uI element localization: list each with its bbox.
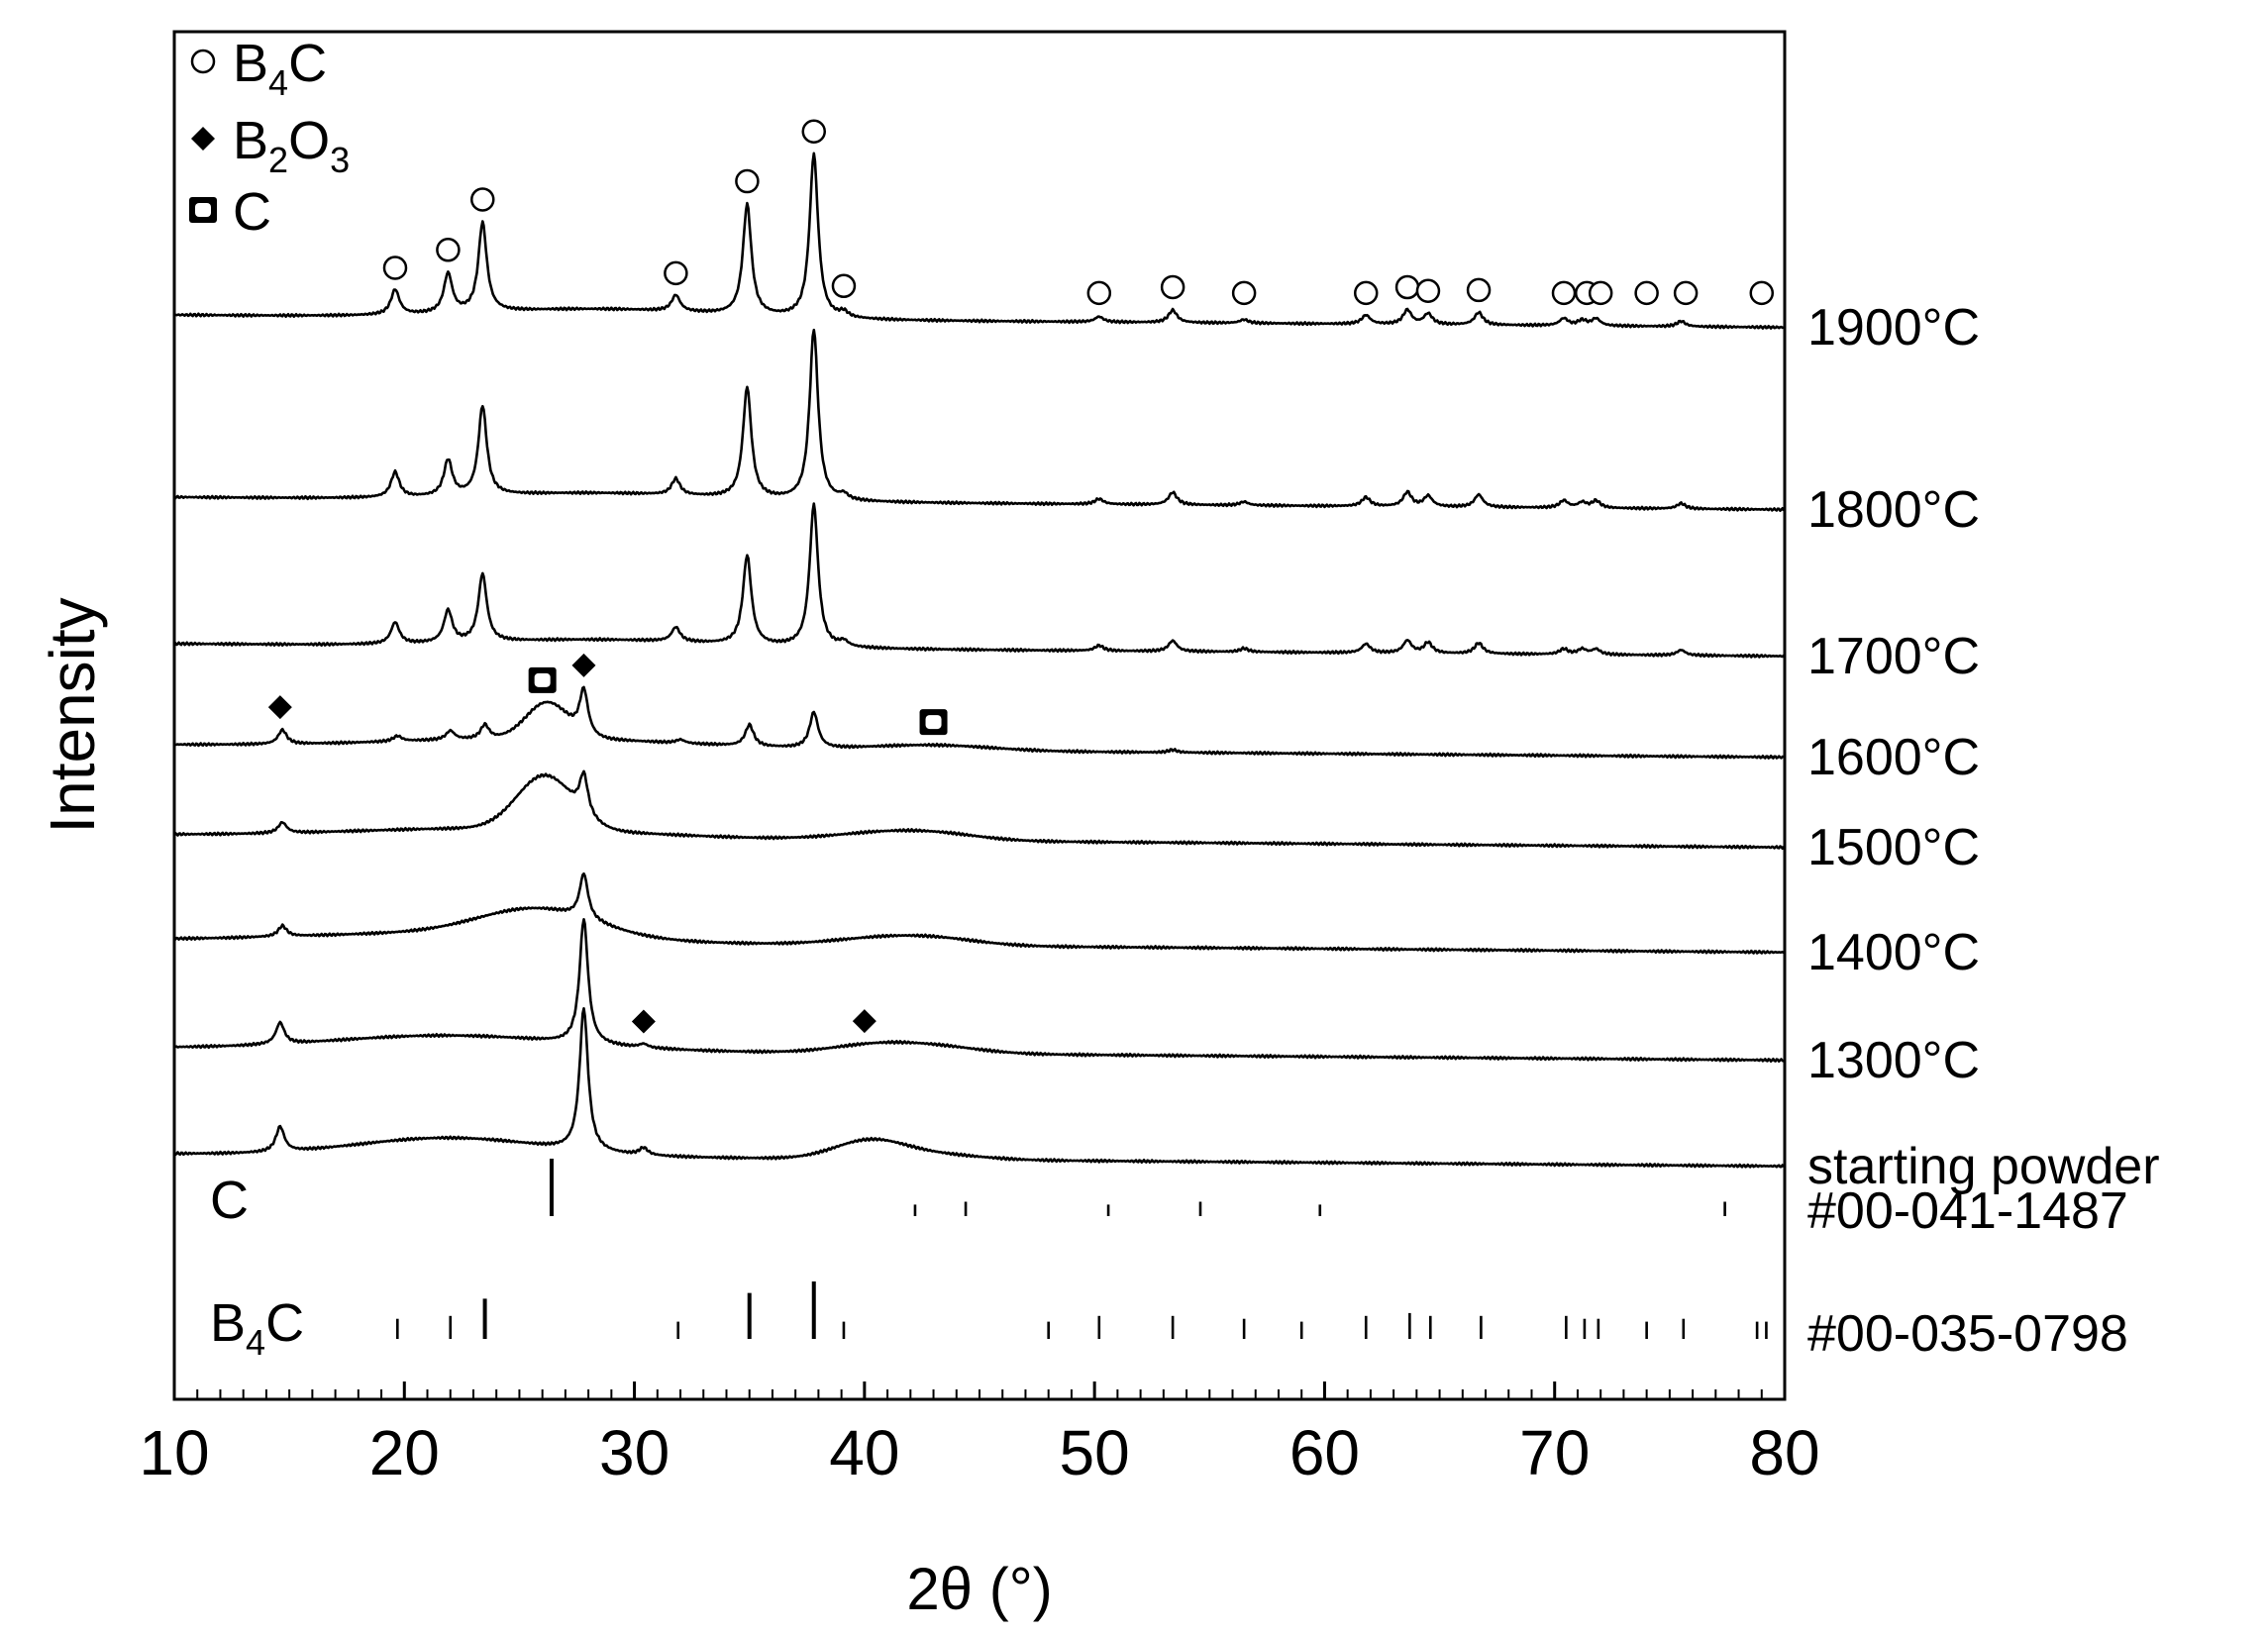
circle-open-marker-8 [1160, 274, 1186, 300]
circle-open-marker-0 [382, 256, 408, 280]
reference-phase-label: C [210, 1171, 249, 1230]
series-label-1600-c: 1600°C [1807, 729, 1980, 786]
circle-open-marker-10 [1353, 280, 1379, 306]
circle-open-marker-18 [1673, 280, 1699, 306]
legend-symbol-0 [190, 49, 216, 74]
circle-open-marker-16 [1588, 280, 1613, 306]
circle-open-marker-19 [1749, 280, 1775, 306]
x-tick-label: 30 [599, 1417, 670, 1488]
marker-layer [267, 119, 1775, 1034]
circle-open-marker-13 [1466, 277, 1492, 303]
circle-open-marker-7 [1086, 280, 1112, 306]
svg-text:C: C [233, 182, 271, 242]
series-line-1400-c [173, 871, 1786, 955]
y-axis-label: Intensity [37, 597, 108, 833]
series-label-1800-c: 1800°C [1807, 481, 1980, 539]
reference-card-label: #00-035-0798 [1807, 1305, 2128, 1363]
series-line-1900-c [173, 152, 1786, 330]
circle-open-marker-1 [436, 238, 461, 262]
reference-00-035-0798: B4C #00-035-0798 [210, 1281, 2128, 1363]
diamond-filled-marker-24 [631, 1009, 656, 1034]
square-open-marker-23 [919, 709, 948, 736]
series-line-starting-powder [172, 1007, 1786, 1169]
x-tick-label: 70 [1519, 1417, 1590, 1488]
series-label-1700-c: 1700°C [1807, 628, 1980, 685]
series-line-1600-c [173, 685, 1786, 760]
x-axis-label: 2θ (°) [906, 1556, 1052, 1622]
x-tick-label: 10 [139, 1417, 209, 1488]
circle-open-marker-9 [1231, 280, 1257, 306]
diamond-filled-marker-22 [571, 653, 596, 677]
svg-text:B2O3: B2O3 [233, 111, 350, 180]
series-line-1700-c [173, 502, 1786, 659]
circle-open-marker-12 [1415, 278, 1441, 304]
reference-00-041-1487: C #00-041-1487 [210, 1159, 2128, 1240]
legend-symbol-2 [189, 197, 217, 223]
series-label-1900-c: 1900°C [1807, 299, 1980, 357]
circle-open-marker-11 [1394, 274, 1420, 300]
circle-open-marker-5 [801, 119, 827, 145]
plot-frame [172, 30, 1787, 1401]
legend-entry-1: B2O3 [191, 111, 350, 180]
series-label-1400-c: 1400°C [1807, 924, 1980, 981]
series-label-1500-c: 1500°C [1807, 819, 1980, 876]
reference-card-label: #00-041-1487 [1807, 1182, 2128, 1240]
svg-text:B4C: B4C [233, 34, 327, 103]
x-tick-label: 60 [1289, 1417, 1360, 1488]
legend-symbol-1 [191, 127, 215, 151]
diamond-filled-marker-25 [852, 1009, 876, 1034]
legend-entry-0: B4C [190, 34, 327, 103]
series-line-1300-c [173, 918, 1787, 1063]
series-label-starting-powder: starting powder [1807, 1138, 2160, 1195]
x-tick-label: 50 [1060, 1417, 1130, 1488]
square-open-marker-21 [528, 666, 557, 693]
circle-open-marker-6 [831, 273, 857, 299]
circle-open-marker-17 [1634, 280, 1659, 306]
circle-open-marker-3 [664, 260, 688, 286]
reference-phase-label: B4C [210, 1293, 304, 1363]
diamond-filled-marker-20 [267, 695, 292, 720]
reference-patterns: C #00-041-1487 B4C #00-035-0798 [210, 1159, 2128, 1363]
legend-entry-2: C [189, 182, 271, 242]
x-tick-label: 80 [1749, 1417, 1819, 1488]
x-axis: 10 20 30 40 50 60 70 80 [139, 1381, 1820, 1488]
x-tick-label: 40 [829, 1417, 899, 1488]
circle-open-marker-2 [470, 187, 495, 212]
series-layer [172, 152, 1787, 1169]
circle-open-marker-4 [735, 168, 760, 194]
series-label-1300-c: 1300°C [1807, 1032, 1980, 1089]
circle-open-marker-14 [1551, 280, 1577, 306]
series-line-1500-c [172, 769, 1786, 851]
x-tick-label: 20 [369, 1417, 440, 1488]
series-labels: 1900°C 1800°C 1700°C 1600°C 1500°C 1400°C 1300… [1807, 299, 2160, 1195]
series-line-1800-c [173, 328, 1786, 512]
